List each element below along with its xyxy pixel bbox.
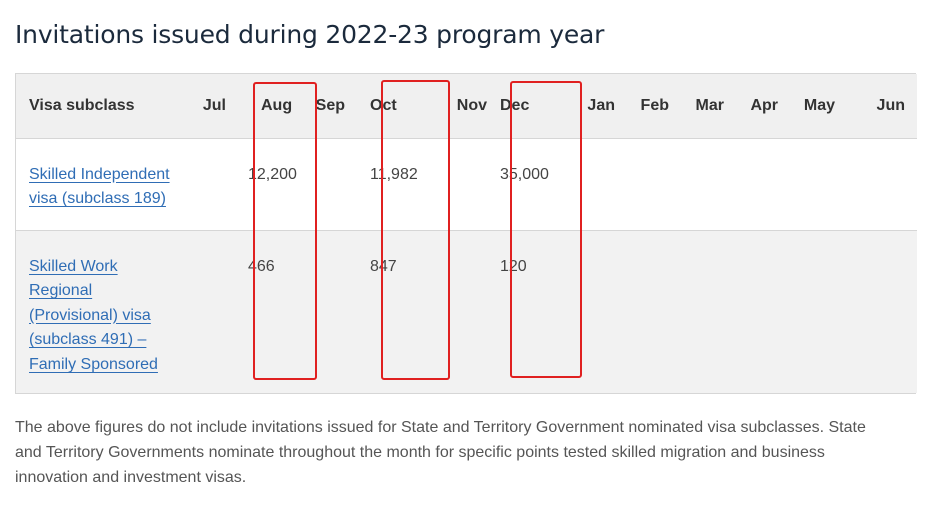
header-month-nov: Nov: [456, 96, 487, 114]
footnote: The above figures do not include invitat…: [15, 419, 866, 486]
cell-nov: [434, 138, 488, 230]
cell-feb: [616, 138, 670, 230]
cell-may: [779, 230, 835, 393]
cell-apr: [725, 230, 779, 393]
cell-oct: 847: [370, 257, 397, 275]
cell-jul: [188, 138, 238, 230]
visa-189-link[interactable]: Skilled Independent visa (subclass 189): [29, 165, 170, 208]
cell-mar: [670, 230, 725, 393]
cell-dec: 120: [500, 257, 527, 275]
header-month-feb: Feb: [640, 96, 669, 114]
header-visa-subclass: Visa subclass: [29, 96, 135, 114]
visa-cell: Skilled Work Regional (Provisional) visa…: [16, 230, 188, 393]
cell-sep: [302, 138, 358, 230]
table-row: Skilled Work Regional (Provisional) visa…: [16, 230, 917, 393]
cell-jun: [835, 230, 917, 393]
header-month-jan: Jan: [587, 96, 615, 114]
header-month-apr: Apr: [750, 96, 778, 114]
cell-aug: 466: [248, 257, 275, 275]
cell-may: [779, 138, 835, 230]
header-month-sep: Sep: [315, 96, 345, 114]
table: Visa subclass Jul Aug Sep Oct Nov Dec Ja…: [16, 74, 917, 393]
cell-feb: [616, 230, 670, 393]
visa-491-link[interactable]: Skilled Work Regional (Provisional) visa…: [29, 257, 158, 373]
cell-jul: [188, 230, 238, 393]
header-month-jul: Jul: [202, 96, 226, 114]
cell-sep: [302, 230, 358, 393]
cell-aug: 12,200: [248, 165, 297, 183]
table-header-row: Visa subclass Jul Aug Sep Oct Nov Dec Ja…: [16, 74, 917, 138]
page-title: Invitations issued during 2022-23 progra…: [15, 20, 605, 49]
visa-cell: Skilled Independent visa (subclass 189): [16, 138, 188, 230]
cell-dec: 35,000: [500, 165, 549, 183]
header-month-may: May: [803, 96, 835, 114]
header-month-jun: Jun: [876, 96, 905, 114]
cell-jan: [565, 230, 616, 393]
header-month-aug: Aug: [261, 96, 293, 114]
cell-oct: 11,982: [370, 165, 418, 183]
header-month-oct: Oct: [370, 96, 397, 114]
header-month-mar: Mar: [695, 96, 724, 114]
invitations-table: Visa subclass Jul Aug Sep Oct Nov Dec Ja…: [15, 73, 917, 394]
cell-nov: [434, 230, 488, 393]
cell-jan: [565, 138, 616, 230]
cell-mar: [670, 138, 725, 230]
table-row: Skilled Independent visa (subclass 189) …: [16, 138, 917, 230]
cell-apr: [725, 138, 779, 230]
header-month-dec: Dec: [500, 96, 530, 114]
cell-jun: [835, 138, 917, 230]
